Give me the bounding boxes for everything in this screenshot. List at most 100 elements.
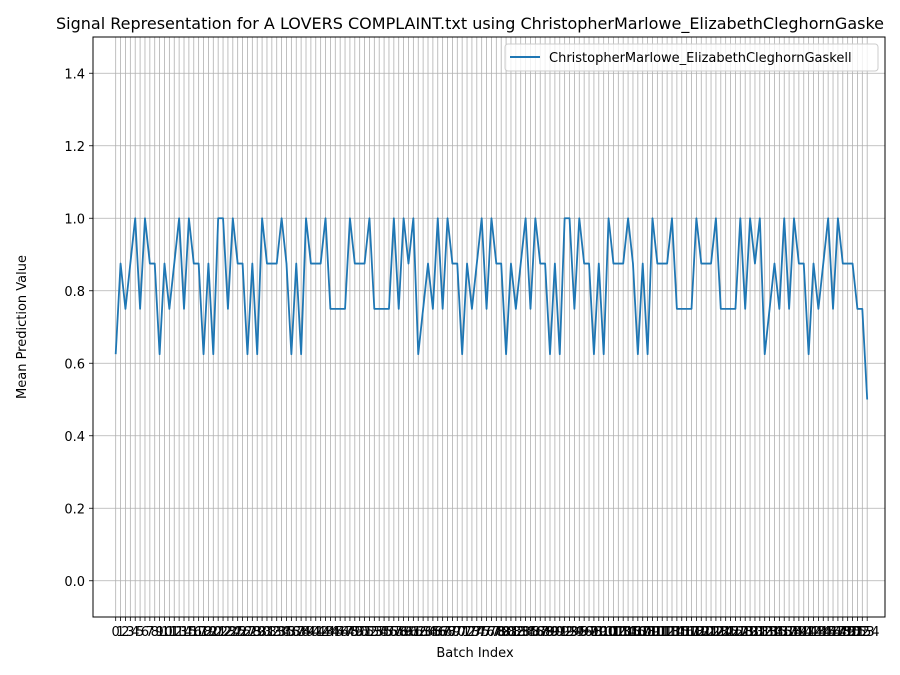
x-tick-label: 95 <box>571 625 588 640</box>
x-tick-label: 18 <box>195 625 212 640</box>
x-tick-label: 78 <box>488 625 505 640</box>
x-tick-label: 142 <box>796 625 821 640</box>
chart-title: Signal Representation for A LOVERS COMPL… <box>56 14 884 34</box>
x-tick-label: 77 <box>483 625 500 640</box>
x-tick-label: 3 <box>126 625 134 640</box>
x-tick-label: 98 <box>586 625 603 640</box>
y-tick-label: 1.4 <box>64 67 85 82</box>
x-tick-label: 11 <box>161 625 178 640</box>
x-tick-label: 31 <box>259 625 276 640</box>
x-tick-label: 45 <box>327 625 344 640</box>
x-tick-label: 130 <box>738 625 763 640</box>
y-axis-label: Mean Prediction Value <box>15 255 30 399</box>
x-tick-label: 119 <box>684 625 709 640</box>
x-tick-label: 46 <box>332 625 349 640</box>
x-tick-label: 109 <box>635 625 660 640</box>
x-tick-label: 68 <box>439 625 456 640</box>
x-tick-label: 41 <box>307 625 324 640</box>
x-tick-label: 108 <box>630 625 655 640</box>
series-line <box>114 217 869 400</box>
x-tick-label: 117 <box>674 625 699 640</box>
x-tick-label: 99 <box>591 625 608 640</box>
plot-frame <box>92 36 886 618</box>
x-tick-label: 50 <box>351 625 368 640</box>
x-tick-label: 118 <box>679 625 704 640</box>
x-tick-label: 129 <box>733 625 758 640</box>
x-tick-label: 55 <box>376 625 393 640</box>
x-tick-label: 25 <box>229 625 246 640</box>
x-tick-label: 94 <box>566 625 583 640</box>
x-tick-label: 149 <box>830 625 855 640</box>
x-tick-label: 148 <box>825 625 850 640</box>
x-tick-label: 138 <box>777 625 802 640</box>
x-tick-label: 124 <box>708 625 733 640</box>
x-tick-label: 66 <box>429 625 446 640</box>
x-tick-label: 12 <box>166 625 183 640</box>
x-tick-label: 71 <box>454 625 471 640</box>
x-tick-label: 54 <box>371 625 388 640</box>
x-tick-label: 27 <box>239 625 256 640</box>
x-tick-label: 106 <box>621 625 646 640</box>
x-tick-label: 83 <box>512 625 529 640</box>
x-tick-label: 143 <box>801 625 826 640</box>
x-tick-label: 103 <box>606 625 631 640</box>
x-tick-label: 87 <box>532 625 549 640</box>
x-tick-label: 75 <box>473 625 490 640</box>
series-layer <box>114 217 869 400</box>
x-tick-label: 39 <box>298 625 315 640</box>
x-tick-label: 47 <box>337 625 354 640</box>
legend: ChristopherMarlowe_ElizabethCleghornGask… <box>504 43 879 72</box>
x-tick-label: 114 <box>660 625 685 640</box>
x-tick-label: 88 <box>537 625 554 640</box>
x-tick-label: 91 <box>551 625 568 640</box>
x-tick-label: 154 <box>855 625 880 640</box>
y-tick-label: 0.6 <box>64 357 85 372</box>
x-tick-label: 67 <box>434 625 451 640</box>
x-tick-label: 70 <box>449 625 466 640</box>
x-tick-label: 28 <box>244 625 261 640</box>
x-tick-label: 42 <box>312 625 329 640</box>
x-tick-label: 104 <box>611 625 636 640</box>
x-tick-label: 100 <box>591 625 616 640</box>
x-tick-label: 81 <box>503 625 520 640</box>
x-tick-label: 10 <box>156 625 173 640</box>
x-tick-label: 112 <box>650 625 675 640</box>
x-axis-label: Batch Index <box>436 646 514 661</box>
x-tick-label: 0 <box>112 625 120 640</box>
x-tick-label: 59 <box>395 625 412 640</box>
x-tick-label: 90 <box>547 625 564 640</box>
x-tick-label: 134 <box>757 625 782 640</box>
y-tick-label: 0.4 <box>64 430 85 445</box>
x-tick-label: 85 <box>522 625 539 640</box>
x-tick-label: 51 <box>356 625 373 640</box>
x-tick-label: 136 <box>767 625 792 640</box>
x-tick-label: 151 <box>840 625 865 640</box>
x-tick-label: 105 <box>616 625 641 640</box>
legend-entry-label: ChristopherMarlowe_ElizabethCleghornGask… <box>549 51 852 66</box>
x-tick-label: 74 <box>469 625 486 640</box>
x-tick-label: 96 <box>576 625 593 640</box>
x-tick-label: 22 <box>215 625 232 640</box>
x-tick-label: 113 <box>655 625 680 640</box>
x-tick-label: 116 <box>669 625 694 640</box>
x-tick-label: 153 <box>850 625 875 640</box>
x-tick-label: 49 <box>347 625 364 640</box>
x-tick-label: 102 <box>601 625 626 640</box>
x-tick-label: 133 <box>752 625 777 640</box>
x-tick-label: 14 <box>176 625 193 640</box>
x-tick-label: 57 <box>386 625 403 640</box>
x-tick-label: 36 <box>283 625 300 640</box>
x-tick-label: 122 <box>699 625 724 640</box>
x-tick-label: 93 <box>561 625 578 640</box>
x-tick-label: 33 <box>268 625 285 640</box>
x-tick-label: 127 <box>723 625 748 640</box>
x-tick-label: 48 <box>342 625 359 640</box>
x-tick-label: 9 <box>155 625 163 640</box>
x-tick-label: 141 <box>791 625 816 640</box>
x-tick-label: 120 <box>689 625 714 640</box>
x-tick-label: 69 <box>444 625 461 640</box>
x-tick-label: 144 <box>806 625 831 640</box>
x-tick-label: 44 <box>322 625 339 640</box>
x-tick-label: 64 <box>420 625 437 640</box>
